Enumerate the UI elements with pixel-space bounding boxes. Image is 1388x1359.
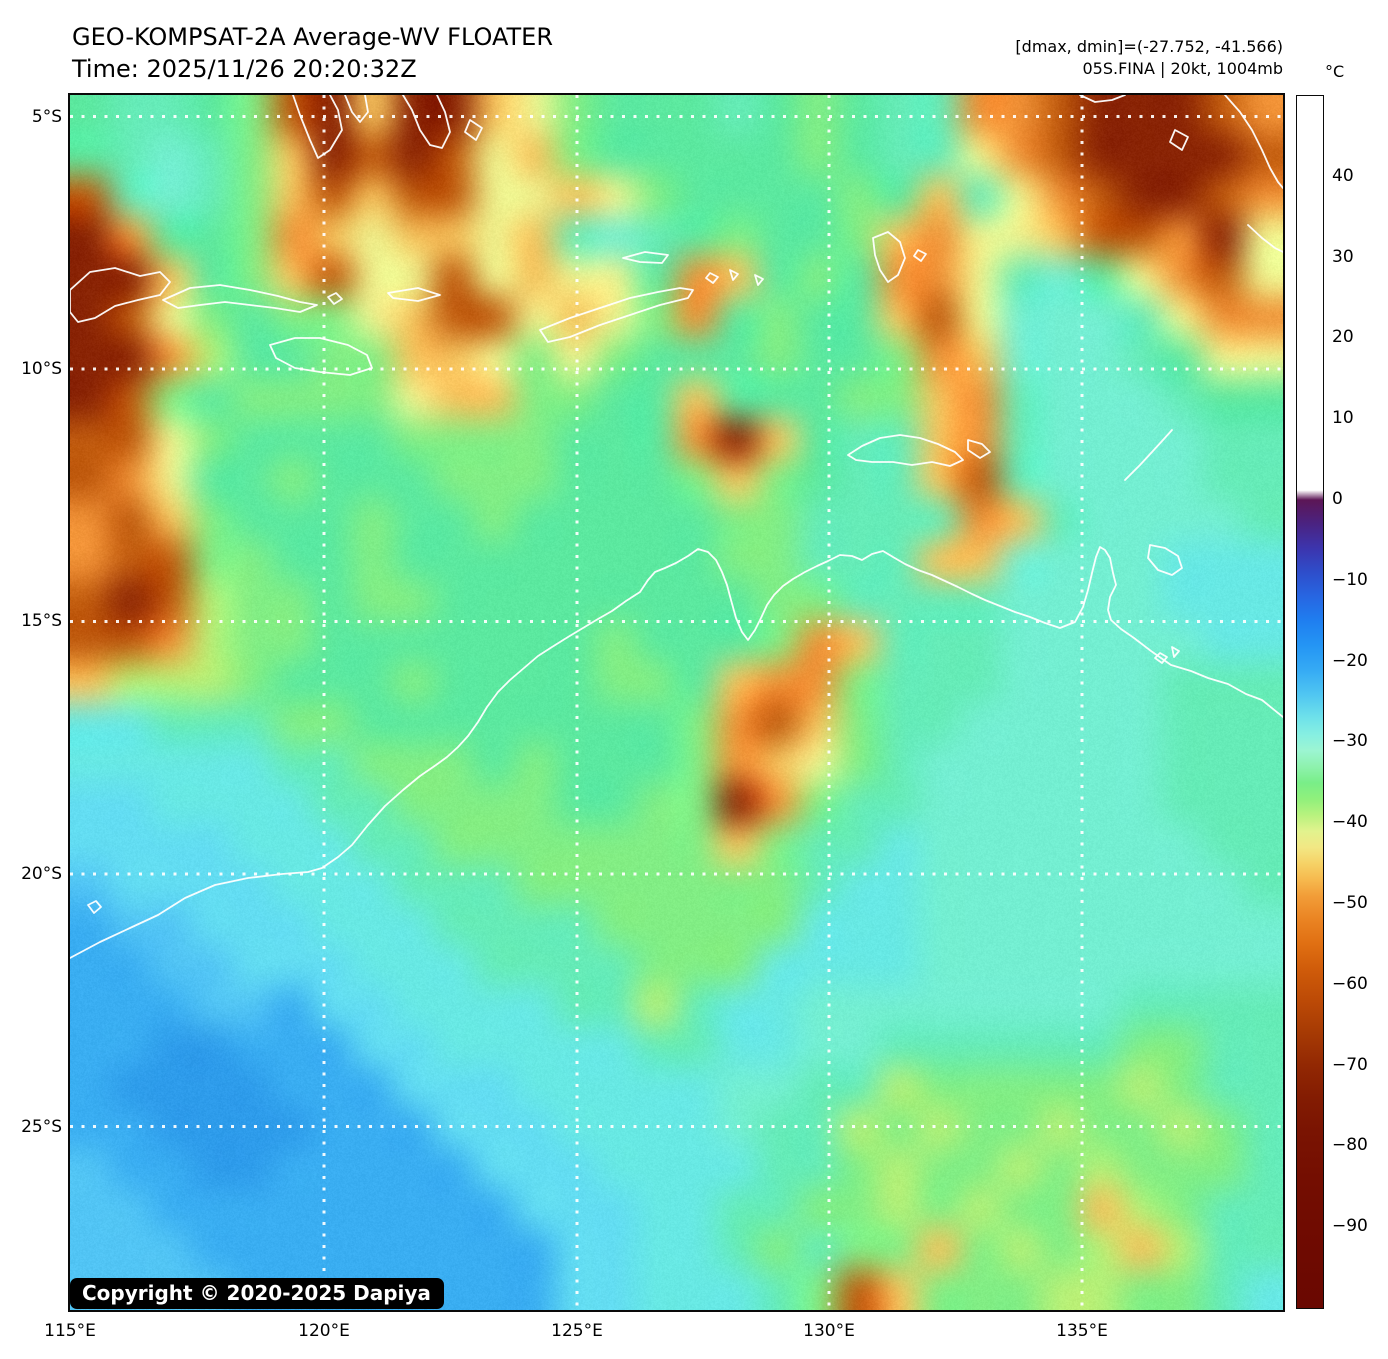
coastline-wakatobi-island bbox=[464, 119, 483, 141]
lat-tick-label: 20°S bbox=[21, 864, 62, 884]
coastline-tiwi-melville-islands bbox=[847, 434, 964, 467]
colorbar-tick-label: −90 bbox=[1332, 1216, 1368, 1237]
lon-tick-label: 130°E bbox=[803, 1321, 855, 1341]
coastline-flores-island bbox=[162, 284, 318, 313]
colorbar-tick-label: 40 bbox=[1332, 165, 1354, 186]
copyright-badge: Copyright © 2020-2025 Dapiya bbox=[70, 1278, 444, 1309]
coastline-tanimbar-islands bbox=[872, 231, 906, 283]
page-title: GEO-KOMPSAT-2A Average-WV FLOATER bbox=[72, 23, 554, 51]
colorbar bbox=[1296, 95, 1324, 1309]
colorbar-tick-label: −40 bbox=[1332, 812, 1368, 833]
coastline-papua-coast-1 bbox=[1224, 95, 1283, 189]
coastline-timor-island bbox=[539, 287, 694, 343]
colorbar-tick-label: 0 bbox=[1332, 489, 1343, 509]
coastline-pellew-island-1 bbox=[1154, 652, 1168, 664]
colorbar-tick-label: 20 bbox=[1332, 327, 1354, 348]
colorbar-tick-label: −20 bbox=[1332, 650, 1368, 671]
lon-tick-label: 115°E bbox=[44, 1321, 96, 1341]
colorbar-tick-label: −70 bbox=[1332, 1054, 1368, 1075]
lat-tick-label: 25°S bbox=[21, 1117, 62, 1137]
colorbar-tick-label: −30 bbox=[1332, 731, 1368, 752]
lat-tick-label: 5°S bbox=[31, 107, 62, 127]
colorbar-tick-label: 10 bbox=[1332, 408, 1354, 429]
coastline-babar-island-1 bbox=[705, 272, 719, 284]
lon-tick-label: 125°E bbox=[551, 1321, 603, 1341]
lat-tick-label: 10°S bbox=[21, 359, 62, 379]
coastline-solor-island bbox=[327, 292, 343, 305]
colorbar-tick-label: −60 bbox=[1332, 973, 1368, 994]
coastline-wessel-islands bbox=[1124, 429, 1173, 481]
coastline-muna-island bbox=[344, 95, 369, 123]
coastline-kai-islands bbox=[913, 249, 927, 262]
coastline-babar-island-2 bbox=[729, 269, 739, 281]
coastline-pellew-island-2 bbox=[1171, 646, 1180, 658]
time-label: Time: 2025/11/26 20:20:32Z bbox=[72, 55, 417, 83]
storm-info-label: 05S.FINA | 20kt, 1004mb bbox=[1082, 59, 1283, 78]
coastline-sulawesi-se-arm bbox=[292, 95, 343, 159]
coastline-seram-fragment bbox=[1079, 95, 1126, 103]
colorbar-unit-label: °C bbox=[1325, 62, 1345, 81]
lat-tick-label: 15°S bbox=[21, 611, 62, 631]
map-plot-area: Copyright © 2020-2025 Dapiya bbox=[68, 93, 1285, 1312]
coastline-alor-island bbox=[387, 287, 441, 302]
colorbar-tick-label: −50 bbox=[1332, 893, 1368, 913]
coastline-australia-mainland bbox=[70, 546, 1283, 959]
colorbar-tick-label: −10 bbox=[1332, 569, 1368, 590]
lon-tick-label: 135°E bbox=[1056, 1321, 1108, 1341]
coastline-babar-island-3 bbox=[754, 274, 764, 286]
lon-tick-label: 120°E bbox=[298, 1321, 350, 1341]
coastline-lombok-sumbawa bbox=[70, 267, 171, 323]
coastline-groote-eylandt bbox=[1147, 544, 1183, 576]
dmax-dmin-label: [dmax, dmin]=(-27.752, -41.566) bbox=[1015, 37, 1283, 56]
coastline-sumba-island bbox=[269, 337, 373, 376]
coastline-buton-island bbox=[402, 95, 451, 149]
colorbar-tick-label: 30 bbox=[1332, 246, 1354, 267]
coastline-wetar-island bbox=[622, 251, 669, 264]
coastline-coburg-island bbox=[967, 439, 991, 459]
coastline-misool-island bbox=[1169, 129, 1189, 151]
coastline-papua-coast-2 bbox=[1247, 224, 1283, 253]
colorbar-tick-label: −80 bbox=[1332, 1135, 1368, 1156]
map-overlay bbox=[70, 95, 1283, 1310]
coastline-west-small-island bbox=[87, 900, 102, 914]
